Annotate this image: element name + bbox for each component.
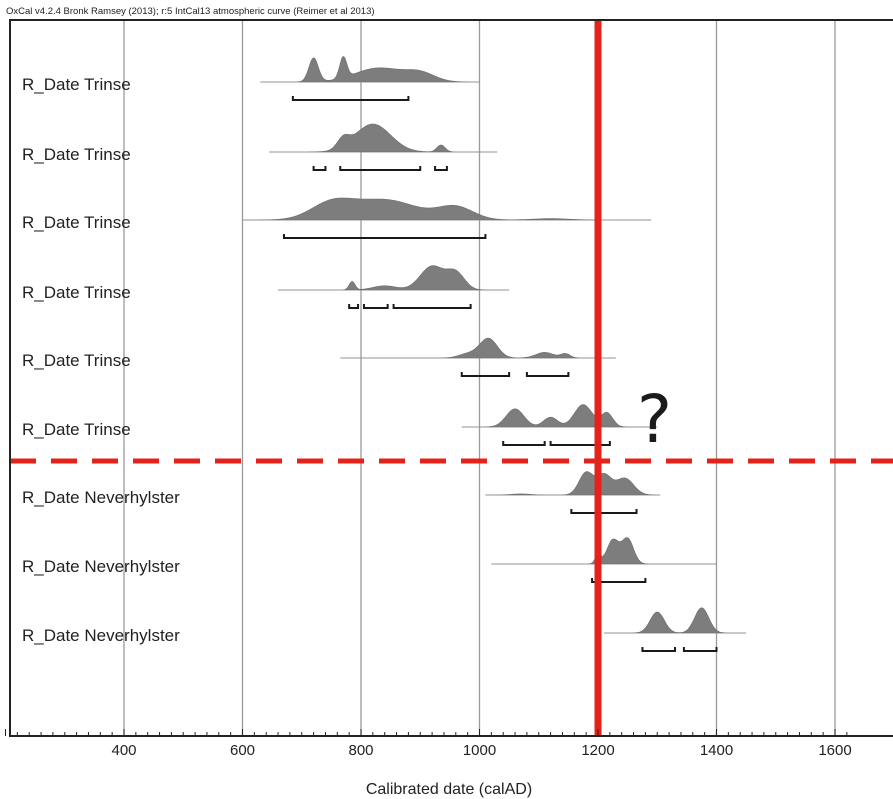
hpd-bracket-7-1 bbox=[570, 509, 638, 514]
hpd-bracket-3-1 bbox=[282, 234, 487, 239]
hpd-bracket-6-1 bbox=[502, 441, 546, 446]
grid-lines bbox=[123, 20, 836, 736]
x-axis-title: Calibrated date (calAD) bbox=[366, 781, 532, 798]
hpd-bracket-9-2 bbox=[682, 647, 718, 652]
distributions bbox=[242, 56, 747, 634]
row-label-5: R_Date Trinse bbox=[22, 351, 131, 370]
distribution-8 bbox=[491, 537, 717, 565]
hpd-brackets bbox=[282, 96, 718, 652]
tick-label-1400: 1400 bbox=[700, 742, 733, 759]
question-mark-annotation: ? bbox=[637, 381, 672, 458]
tick-label-1000: 1000 bbox=[463, 742, 496, 759]
distribution-2 bbox=[269, 123, 498, 153]
tick-label-600: 600 bbox=[230, 742, 255, 759]
hpd-bracket-4-3 bbox=[392, 304, 472, 309]
hpd-bracket-2-2 bbox=[339, 166, 422, 171]
hpd-bracket-2-1 bbox=[312, 166, 327, 171]
distribution-1 bbox=[260, 56, 480, 83]
hpd-bracket-9-1 bbox=[641, 647, 677, 652]
distribution-9 bbox=[603, 607, 747, 634]
distribution-5 bbox=[340, 337, 616, 359]
row-label-7: R_Date Neverhylster bbox=[22, 488, 180, 507]
hpd-bracket-5-2 bbox=[525, 372, 570, 377]
distribution-4 bbox=[278, 265, 510, 291]
hpd-bracket-1-1 bbox=[291, 96, 410, 101]
distribution-6 bbox=[461, 404, 658, 428]
hpd-bracket-6-2 bbox=[549, 441, 611, 446]
x-axis: 400 600 800 1000 1200 1400 1600 bbox=[5, 729, 852, 759]
hpd-bracket-2-3 bbox=[434, 166, 448, 171]
hpd-bracket-4-1 bbox=[348, 304, 360, 309]
row-label-3: R_Date Trinse bbox=[22, 213, 131, 232]
distribution-3 bbox=[242, 197, 652, 221]
tick-label-400: 400 bbox=[111, 742, 136, 759]
row-label-1: R_Date Trinse bbox=[22, 75, 131, 94]
row-label-2: R_Date Trinse bbox=[22, 145, 131, 164]
distribution-7 bbox=[485, 471, 661, 496]
tick-label-800: 800 bbox=[348, 742, 373, 759]
row-labels: R_Date Trinse R_Date Trinse R_Date Trinse R… bbox=[22, 75, 180, 645]
tick-label-1600: 1600 bbox=[818, 742, 851, 759]
row-label-4: R_Date Trinse bbox=[22, 283, 131, 302]
row-label-8: R_Date Neverhylster bbox=[22, 557, 180, 576]
hpd-bracket-5-1 bbox=[460, 372, 511, 377]
row-label-9: R_Date Neverhylster bbox=[22, 626, 180, 645]
tick-label-1200: 1200 bbox=[581, 742, 614, 759]
plot-frame bbox=[9, 19, 893, 737]
hpd-bracket-4-2 bbox=[362, 304, 389, 309]
hpd-bracket-8-1 bbox=[591, 578, 647, 583]
chart-header: OxCal v4.2.4 Bronk Ramsey (2013); r:5 In… bbox=[6, 6, 375, 17]
row-label-6: R_Date Trinse bbox=[22, 420, 131, 439]
